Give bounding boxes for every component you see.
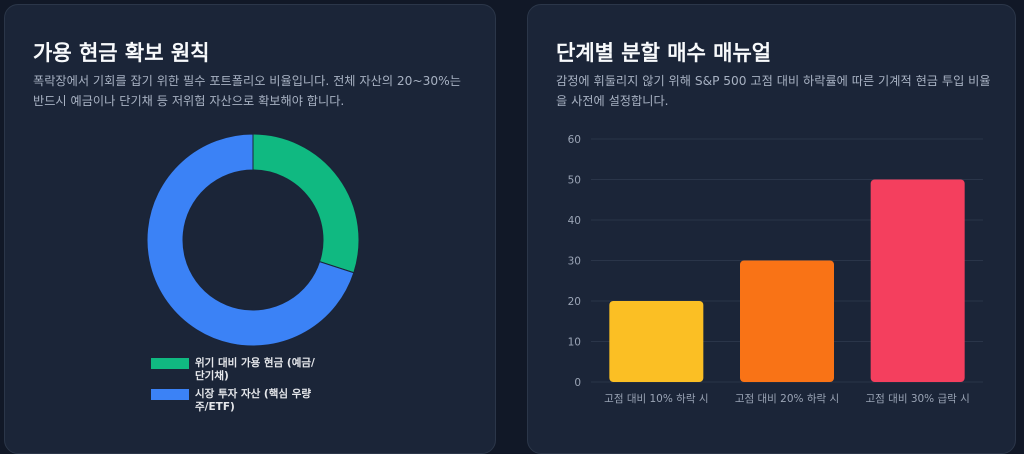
- cash-principle-card: 가용 현금 확보 원칙 폭락장에서 기회를 잡기 위한 필수 포트폴리오 비율입…: [4, 4, 496, 454]
- y-tick-label: 10: [568, 337, 581, 349]
- bar-2[interactable]: [870, 179, 965, 383]
- y-tick-label: 60: [568, 134, 581, 146]
- legend-label: 위기 대비 가용 현금 (예금/단기채): [195, 357, 315, 382]
- card-title: 단계별 분할 매수 매뉴얼: [556, 41, 772, 65]
- y-tick-label: 0: [574, 377, 581, 389]
- card-description: 폭락장에서 기회를 잡기 위한 필수 포트폴리오 비율입니다. 전체 자산의 2…: [33, 74, 461, 108]
- bar-1[interactable]: [740, 260, 834, 383]
- legend-swatch: [151, 358, 189, 369]
- donut-slice-0[interactable]: [252, 133, 360, 274]
- y-tick-label: 30: [568, 256, 581, 268]
- x-tick-label: 고점 대비 30% 급락 시: [866, 393, 970, 405]
- x-tick-label: 고점 대비 20% 하락 시: [735, 392, 839, 405]
- card-title: 가용 현금 확보 원칙: [33, 41, 210, 65]
- donut-slice-1[interactable]: [146, 133, 355, 347]
- y-tick-label: 50: [568, 175, 581, 187]
- legend-swatch: [151, 389, 189, 400]
- y-tick-label: 20: [568, 296, 581, 308]
- buy-manual-card: 단계별 분할 매수 매뉴얼 감정에 휘둘리지 않기 위해 S&P 500 고점 …: [527, 4, 1016, 454]
- x-tick-label: 고점 대비 10% 하락 시: [604, 392, 708, 405]
- y-tick-label: 40: [568, 215, 581, 227]
- card-description: 감정에 휘둘리지 않기 위해 S&P 500 고점 대비 하락률에 따른 기계적…: [556, 74, 991, 108]
- donut-chart: [146, 133, 360, 347]
- bar-0[interactable]: [609, 301, 704, 382]
- bar-chart: 0 10 20 30 40 50 60 고점 대비 10% 하락 시 고점 대비 20% 하락 …: [568, 134, 983, 405]
- legend-label: 시장 투자 자산 (핵심 우량주/ETF): [195, 388, 312, 413]
